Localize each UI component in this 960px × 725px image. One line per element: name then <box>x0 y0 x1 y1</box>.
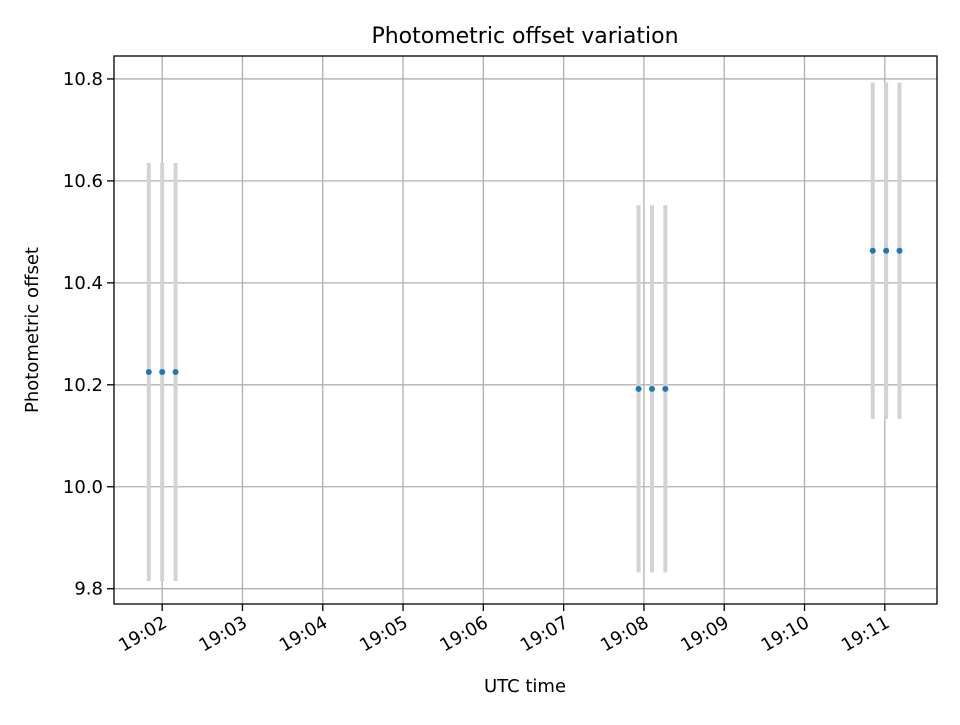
point-layer <box>145 247 903 392</box>
data-point <box>662 385 669 392</box>
x-tick-label: 19:04 <box>276 612 331 656</box>
x-tick-label: 19:05 <box>356 612 411 656</box>
data-point <box>172 369 179 376</box>
y-tick-label: 9.8 <box>74 579 103 600</box>
y-axis-label: Photometric offset <box>22 247 43 413</box>
x-tick-label: 19:02 <box>115 612 170 656</box>
x-tick-label: 19:09 <box>677 612 732 656</box>
data-point <box>159 369 166 376</box>
x-tick-label: 19:08 <box>597 612 652 656</box>
x-tick-label: 19:06 <box>436 612 491 656</box>
x-tick-label: 19:03 <box>196 612 251 656</box>
errorbar-layer <box>146 82 902 582</box>
plot-frame <box>113 55 938 605</box>
x-tick-label: 19:07 <box>517 612 572 656</box>
data-point <box>635 385 642 392</box>
data-point <box>896 247 903 254</box>
data-point <box>145 369 152 376</box>
x-tick-label: 19:10 <box>758 612 813 656</box>
chart-title: Photometric offset variation <box>371 24 678 49</box>
data-point <box>648 385 655 392</box>
data-point <box>869 247 876 254</box>
grid-layer <box>114 56 937 604</box>
y-tick-label: 10.2 <box>63 375 103 396</box>
x-axis-ticks: 19:02 19:03 19:04 19:05 19:06 19:07 19:08 19:09… <box>115 604 893 656</box>
data-point <box>883 247 890 254</box>
y-axis-ticks: 9.8 10.0 10.2 10.4 10.6 10.8 <box>63 69 114 600</box>
y-tick-label: 10.6 <box>63 171 103 192</box>
x-axis-label: UTC time <box>484 676 566 697</box>
y-tick-label: 10.4 <box>63 273 103 294</box>
y-tick-label: 10.0 <box>63 477 103 498</box>
x-tick-label: 19:11 <box>838 612 893 656</box>
y-tick-label: 10.8 <box>63 69 103 90</box>
